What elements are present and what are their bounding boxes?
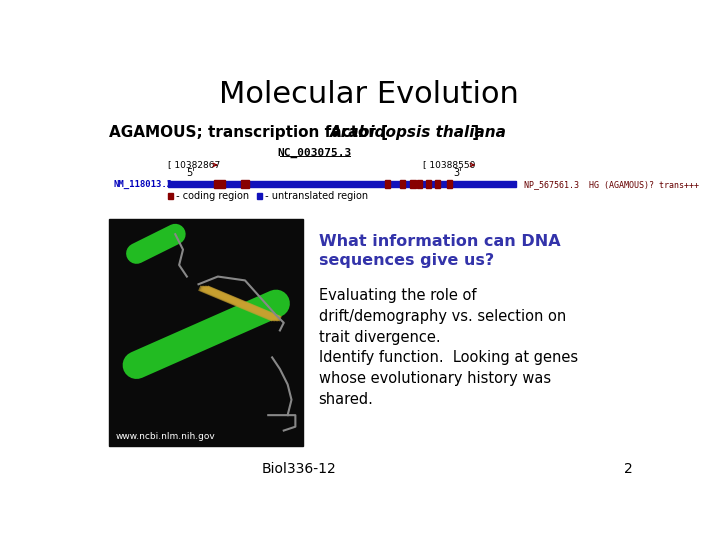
Bar [426,180,431,188]
Bar [435,180,441,188]
Text: 3': 3' [454,168,462,178]
Text: NC_003075.3: NC_003075.3 [278,148,352,158]
Text: Molecular Evolution: Molecular Evolution [219,79,519,109]
Text: NP_567561.3  HG (AGAMOUS)? trans+++: NP_567561.3 HG (AGAMOUS)? trans+++ [524,180,699,188]
Text: [ 10382867: [ 10382867 [168,160,220,170]
Text: NM_118013.2: NM_118013.2 [113,180,172,188]
Bar [410,180,415,188]
Bar [400,180,405,188]
Text: AGAMOUS; transcription factor [: AGAMOUS; transcription factor [ [109,125,394,140]
Bar [241,180,249,188]
Text: - coding region: - coding region [173,191,249,201]
Text: 5': 5' [186,168,195,178]
Bar [168,181,516,187]
Bar [168,193,173,199]
Text: - untranslated region: - untranslated region [262,191,368,201]
Bar [256,193,262,199]
Text: Arabidopsis thaliana: Arabidopsis thaliana [330,125,507,140]
Text: Biol336-12: Biol336-12 [262,462,337,476]
Bar [446,180,452,188]
Bar [417,180,423,188]
Bar [384,180,390,188]
Text: 2: 2 [624,462,633,476]
Text: Identify function.  Looking at genes
whose evolutionary history was
shared.: Identify function. Looking at genes whos… [319,350,577,407]
Text: ]: ] [467,125,479,140]
Text: www.ncbi.nlm.nih.gov: www.ncbi.nlm.nih.gov [116,432,215,441]
Text: What information can DNA
sequences give us?: What information can DNA sequences give … [319,234,560,268]
Text: [ 10388550: [ 10388550 [423,160,476,170]
Text: Evaluating the role of
drift/demography vs. selection on
trait divergence.: Evaluating the role of drift/demography … [319,288,566,345]
Bar [109,219,303,446]
Bar [214,180,225,188]
